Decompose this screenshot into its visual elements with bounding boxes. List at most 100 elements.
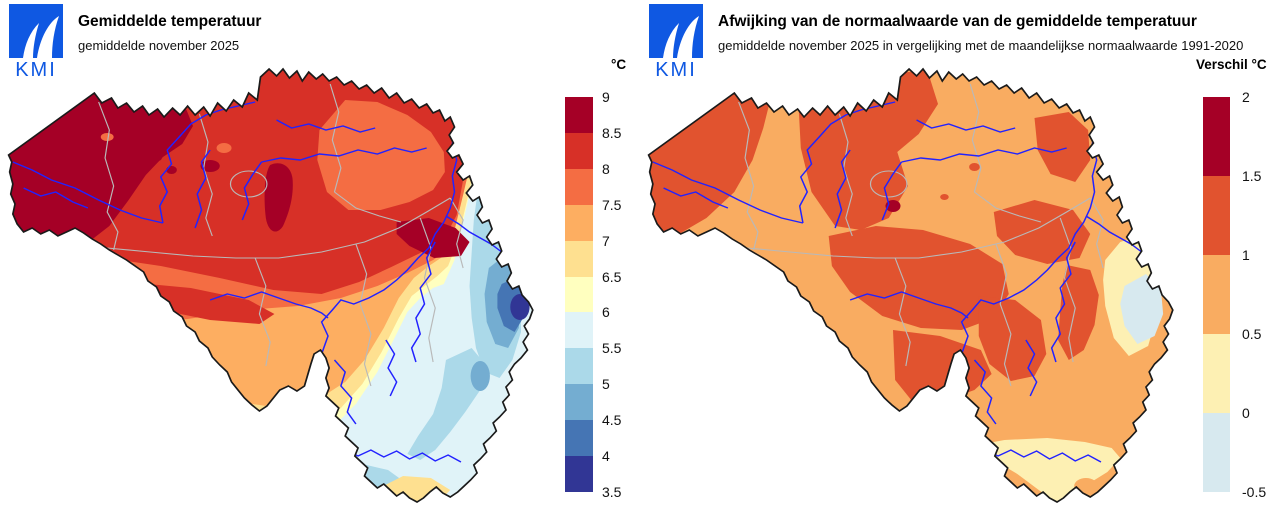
anom-spot-1-1.5 bbox=[969, 163, 980, 171]
legend-segment bbox=[565, 168, 593, 205]
kmi-logo-text: KMI bbox=[15, 59, 57, 80]
legend-segment bbox=[565, 240, 593, 277]
legend-segment bbox=[1203, 255, 1230, 334]
legend-segment bbox=[1203, 413, 1230, 492]
temp-spot-3.5-4 bbox=[510, 294, 530, 320]
belgium-outline bbox=[647, 67, 1174, 503]
kmi-logo-glyph-left bbox=[23, 23, 39, 58]
legend-segment bbox=[565, 384, 593, 421]
river-lesse bbox=[973, 359, 997, 425]
province-boundary bbox=[419, 217, 436, 363]
anomaly-fill-regions bbox=[648, 69, 1173, 502]
kmi-logo: KMI bbox=[649, 4, 703, 80]
anomaly-map bbox=[647, 67, 1174, 503]
province-boundary bbox=[1089, 197, 1104, 269]
legend-label: 5 bbox=[602, 376, 610, 393]
province-boundary bbox=[704, 197, 1091, 259]
anom-spot-0.5-1-tip bbox=[1074, 478, 1098, 494]
province-boundary bbox=[355, 243, 372, 387]
river-dender bbox=[834, 149, 851, 229]
river-leie bbox=[652, 161, 804, 224]
legend-segment bbox=[1203, 334, 1230, 413]
province-boundary-brussels bbox=[869, 170, 908, 198]
legend-colorbar bbox=[1203, 97, 1230, 492]
river-lesse bbox=[333, 359, 357, 425]
temp-spot-8.5-9-brussels bbox=[264, 163, 293, 232]
temperature-map bbox=[7, 67, 534, 503]
temp-hainaut-red-patch bbox=[126, 282, 275, 324]
temp-spot-7.5-8 bbox=[216, 143, 232, 153]
river-maas bbox=[320, 129, 458, 355]
anom-region-1-1.5-northeast bbox=[1034, 112, 1091, 182]
river-nete bbox=[916, 119, 1016, 133]
province-boundary bbox=[894, 257, 911, 367]
kmi-logo: KMI bbox=[9, 4, 63, 80]
legend-label: 0.5 bbox=[1242, 326, 1262, 342]
temp-spot-8.5-9 bbox=[153, 155, 162, 161]
legend-label: 1.5 bbox=[1242, 168, 1262, 184]
legend-segment bbox=[565, 456, 593, 492]
river-zenne bbox=[241, 161, 263, 221]
river-ourthe-upper bbox=[1025, 339, 1038, 397]
right-map-title: Afwijking van de normaalwaarde van de ge… bbox=[718, 13, 1197, 30]
river-ourthe bbox=[410, 241, 436, 363]
legend-label: -0.5 bbox=[1242, 484, 1267, 500]
province-boundary bbox=[449, 197, 464, 269]
temp-spot-7.5-8 bbox=[100, 133, 114, 141]
kmi-logo-glyph-right bbox=[677, 16, 699, 58]
legend-label: 8.5 bbox=[602, 124, 622, 141]
right-map-subtitle: gemiddelde november 2025 in vergelijking… bbox=[718, 38, 1244, 53]
river-zenne bbox=[881, 161, 903, 221]
left-map-title: Gemiddelde temperatuur bbox=[78, 13, 262, 30]
legend-segment bbox=[565, 420, 593, 457]
legend-segment bbox=[565, 132, 593, 169]
anomaly-legend: Verschil °C 2 1.5 1 0.5 0 -0.5 bbox=[1195, 56, 1280, 501]
province-boundary bbox=[98, 101, 119, 251]
province-boundary bbox=[329, 83, 342, 193]
river-demer bbox=[261, 147, 427, 163]
river-leie bbox=[12, 161, 164, 224]
temperature-fill-regions bbox=[8, 69, 533, 502]
legend-colorbar bbox=[565, 97, 593, 492]
legend-label: 0 bbox=[1242, 405, 1250, 421]
legend-label: 6 bbox=[602, 304, 610, 321]
river-nete bbox=[276, 119, 376, 133]
province-boundary bbox=[974, 191, 1042, 223]
province-boundary bbox=[838, 113, 853, 237]
legend-label: 2 bbox=[1242, 89, 1250, 105]
legend-label: 7 bbox=[602, 232, 610, 249]
legend-label: 5.5 bbox=[602, 340, 622, 357]
province-boundary bbox=[64, 197, 451, 259]
province-boundary bbox=[738, 101, 759, 251]
temp-spot-8.5-9 bbox=[200, 160, 220, 172]
temperature-legend: °C 9 8.5 8 7.5 7 6.5 6 5.5 5 4.5 4 3.5 bbox=[565, 56, 675, 501]
legend-segment bbox=[565, 204, 593, 241]
legend-segment bbox=[565, 276, 593, 313]
legend-label: 4 bbox=[602, 448, 610, 465]
kmi-logo-glyph-right bbox=[37, 16, 59, 58]
river-samber bbox=[849, 291, 969, 319]
legend-segment bbox=[565, 97, 593, 133]
anom-spot-1.5-2-brussels bbox=[885, 200, 901, 212]
legend-label: 6.5 bbox=[602, 268, 622, 285]
anom-region-minus0.5-0-east bbox=[1120, 274, 1164, 344]
province-boundaries bbox=[704, 83, 1104, 387]
province-boundary bbox=[1059, 217, 1076, 363]
left-map-subtitle: gemiddelde november 2025 bbox=[78, 38, 240, 53]
river-ourthe-upper bbox=[385, 339, 398, 397]
province-boundary bbox=[334, 191, 402, 223]
legend-labels: 2 1.5 1 0.5 0 -0.5 bbox=[1242, 89, 1280, 500]
kmi-logo-glyph-left bbox=[663, 23, 679, 58]
legend-label: 9 bbox=[602, 89, 610, 105]
river-ijzer bbox=[663, 187, 729, 209]
legend-labels: 9 8.5 8 7.5 7 6.5 6 5.5 5 4.5 4 3.5 bbox=[602, 89, 648, 500]
legend-label: 3.5 bbox=[602, 484, 622, 500]
river-ourthe bbox=[1050, 241, 1076, 363]
river-maas bbox=[960, 129, 1098, 355]
rivers bbox=[12, 101, 522, 463]
legend-label: 8 bbox=[602, 160, 610, 177]
temp-spot-8.5-9 bbox=[166, 166, 177, 174]
kmi-logo-text: KMI bbox=[655, 59, 697, 80]
province-boundary bbox=[995, 243, 1012, 387]
river-demer bbox=[901, 147, 1067, 163]
